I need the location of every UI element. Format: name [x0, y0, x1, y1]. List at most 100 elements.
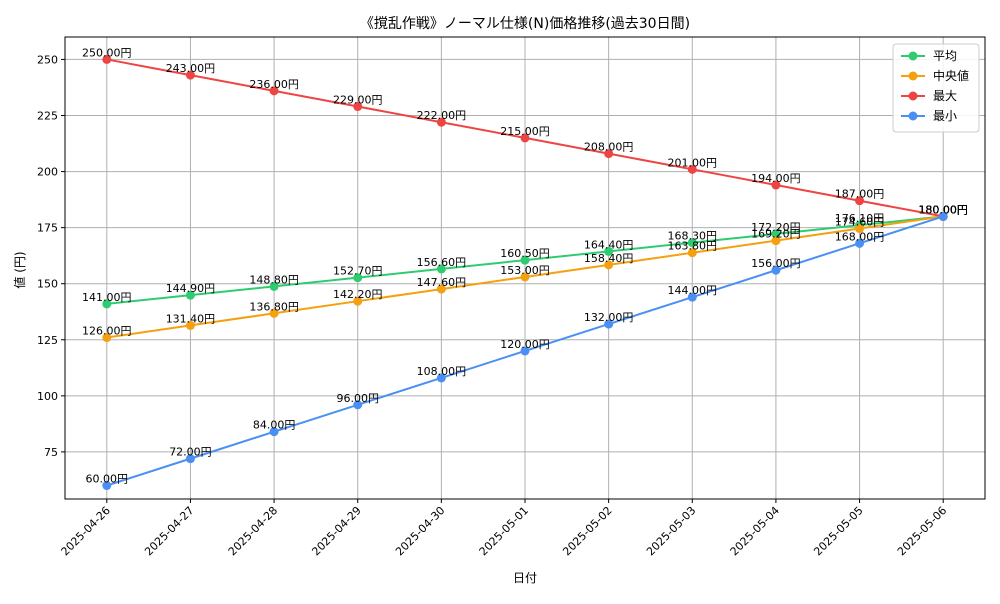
data-label: 172.20円 [751, 221, 801, 234]
data-label: 180.00円 [918, 203, 968, 216]
data-point [436, 284, 446, 294]
data-point [269, 427, 279, 437]
data-point [687, 292, 697, 302]
data-point [102, 333, 112, 343]
data-point [604, 149, 614, 159]
data-point [604, 319, 614, 329]
legend-entry: 最小 [933, 109, 957, 123]
data-point [353, 102, 363, 112]
data-point [269, 308, 279, 318]
y-tick-label: 100 [37, 390, 58, 403]
data-label: 168.30円 [668, 230, 718, 243]
data-point [185, 290, 195, 300]
legend-swatch-marker [908, 71, 918, 81]
data-point [436, 117, 446, 127]
legend-entry: 中央値 [933, 68, 969, 83]
data-label: 120.00円 [500, 338, 550, 351]
data-label: 108.00円 [417, 365, 467, 378]
data-label: 142.20円 [333, 288, 383, 301]
data-label: 163.80円 [668, 240, 718, 253]
data-label: 215.00円 [500, 125, 550, 138]
data-label: 131.40円 [166, 312, 216, 325]
data-label: 187.00円 [835, 188, 885, 201]
legend-swatch-marker [908, 91, 918, 101]
data-point [353, 273, 363, 283]
data-point [520, 133, 530, 143]
data-point [687, 238, 697, 248]
y-tick-label: 75 [44, 446, 58, 459]
data-point [855, 238, 865, 248]
data-label: 229.00円 [333, 94, 383, 107]
data-point [687, 164, 697, 174]
data-label: 147.60円 [417, 276, 467, 289]
data-point [102, 299, 112, 309]
legend-swatch-marker [908, 51, 918, 61]
legend-entry: 最大 [933, 89, 957, 103]
data-point [102, 54, 112, 64]
data-point [436, 373, 446, 383]
data-label: 236.00円 [249, 78, 299, 91]
y-tick-label: 250 [37, 53, 58, 66]
data-point [938, 211, 948, 221]
data-label: 144.90円 [166, 282, 216, 295]
data-label: 222.00円 [417, 109, 467, 122]
data-label: 144.00円 [668, 284, 718, 297]
data-point [520, 255, 530, 265]
data-point [520, 272, 530, 282]
data-point [771, 265, 781, 275]
data-label: 169.20円 [751, 228, 801, 241]
y-axis-label: 値 (円) [12, 251, 27, 288]
y-tick-label: 200 [37, 166, 58, 179]
data-label: 156.60円 [417, 256, 467, 269]
data-point [771, 229, 781, 239]
data-point [855, 224, 865, 234]
data-label: 152.70円 [333, 265, 383, 278]
data-label: 60.00円 [86, 473, 129, 486]
data-label: 201.00円 [668, 156, 718, 169]
data-point [269, 86, 279, 96]
data-point [604, 246, 614, 256]
data-label: 168.00円 [835, 230, 885, 243]
data-label: 141.00円 [82, 291, 132, 304]
data-point [185, 454, 195, 464]
data-point [436, 264, 446, 274]
data-label: 164.40円 [584, 238, 634, 251]
data-point [269, 281, 279, 291]
data-label: 153.00円 [500, 264, 550, 277]
data-point [687, 248, 697, 258]
data-label: 243.00円 [166, 62, 216, 75]
y-tick-label: 225 [37, 109, 58, 122]
data-point [185, 320, 195, 330]
x-axis-label: 日付 [513, 571, 537, 585]
y-tick-label: 125 [37, 334, 58, 347]
data-label: 194.00円 [751, 172, 801, 185]
data-point [855, 196, 865, 206]
data-label: 180.00円 [918, 203, 968, 216]
data-label: 174.60円 [835, 216, 885, 229]
data-point [185, 70, 195, 80]
data-label: 208.00円 [584, 141, 634, 154]
data-label: 156.00円 [751, 257, 801, 270]
data-label: 176.10円 [835, 212, 885, 225]
chart-title: 《撹乱作戦》ノーマル仕様(N)価格推移(過去30日間) [360, 16, 690, 32]
data-point [771, 236, 781, 246]
data-point [771, 180, 781, 190]
legend-box [892, 43, 980, 133]
data-label: 126.00円 [82, 325, 132, 338]
y-tick-label: 150 [37, 278, 58, 291]
data-point [102, 481, 112, 491]
data-label: 72.00円 [169, 446, 212, 459]
y-tick-label: 175 [37, 222, 58, 235]
data-label: 160.50円 [500, 247, 550, 260]
data-label: 132.00円 [584, 311, 634, 324]
data-point [353, 296, 363, 306]
data-label: 96.00円 [336, 392, 379, 405]
data-point [520, 346, 530, 356]
data-label: 250.00円 [82, 46, 132, 59]
data-point [353, 400, 363, 410]
data-point [604, 260, 614, 270]
